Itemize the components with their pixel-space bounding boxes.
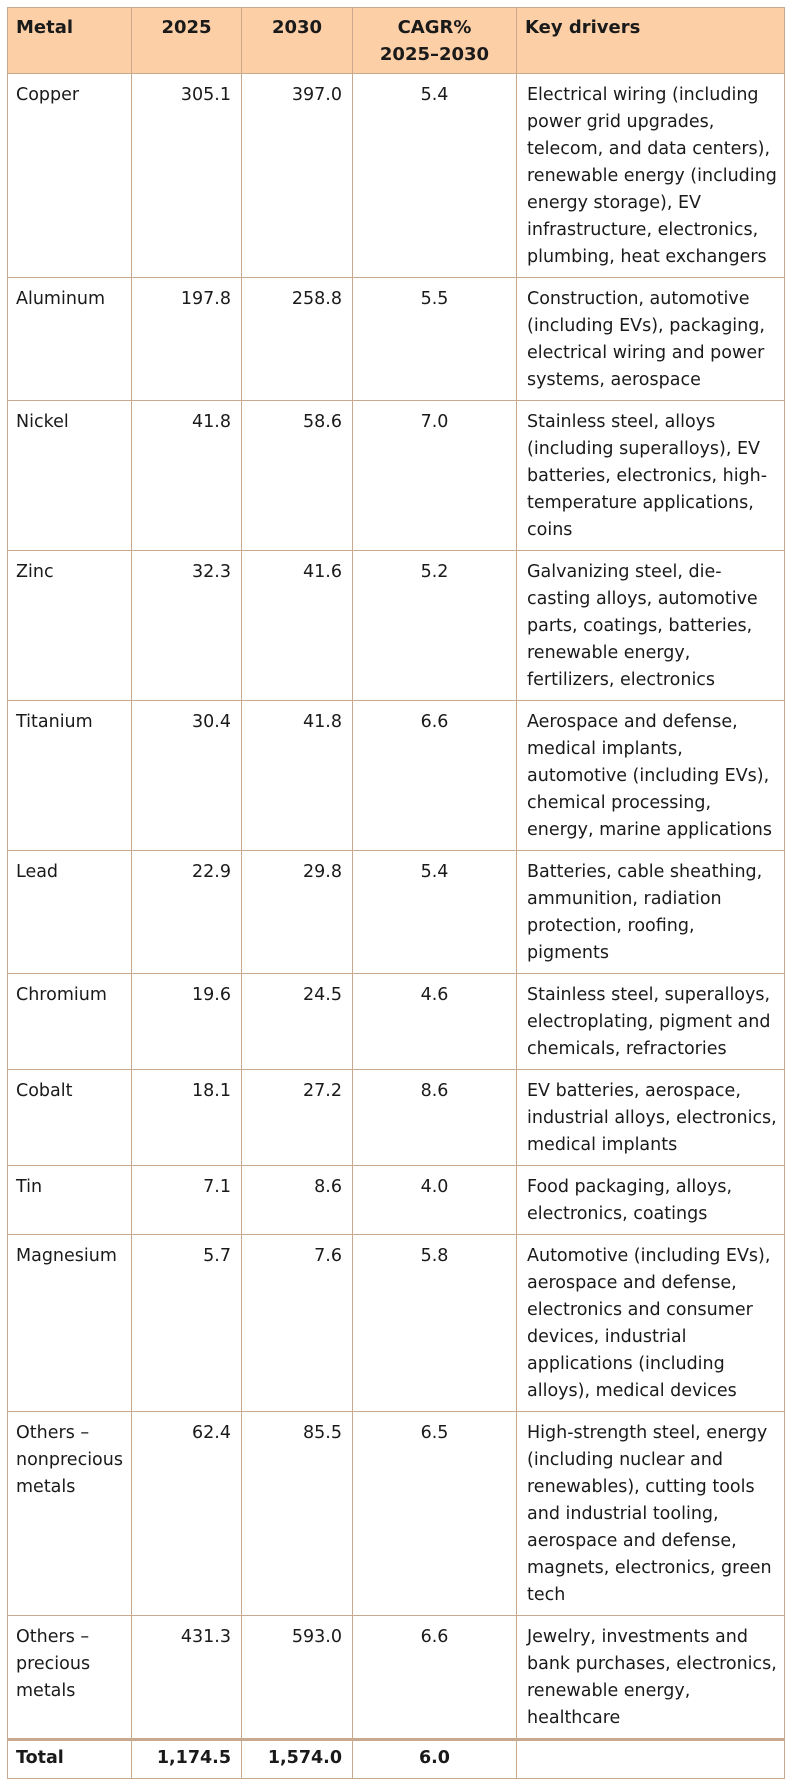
value-2025-cell: 19.6 (131, 973, 242, 1070)
value-2025-cell: 22.9 (131, 850, 242, 974)
total-drivers (516, 1738, 785, 1779)
table-row: Zinc 32.3 41.6 5.2 Galvanizing steel, die-ca… (7, 550, 785, 701)
table-row: Cobalt 18.1 27.2 8.6 EV batteries, aerospace… (7, 1069, 785, 1166)
value-2030-cell: 593.0 (241, 1615, 353, 1739)
metal-cell: Cobalt (7, 1069, 132, 1166)
header-cagr-line1: CAGR% (397, 17, 472, 38)
value-2030-cell: 85.5 (241, 1411, 353, 1616)
metal-cell: Aluminum (7, 277, 132, 401)
key-drivers-cell: Galvanizing steel, die-casting alloys, a… (516, 550, 785, 701)
value-2030-cell: 41.8 (241, 700, 353, 851)
value-2025-cell: 18.1 (131, 1069, 242, 1166)
value-2030-cell: 258.8 (241, 277, 353, 401)
metal-cell: Others – precious metals (7, 1615, 132, 1739)
key-drivers-cell: Batteries, cable sheathing, ammunition, … (516, 850, 785, 974)
cagr-cell: 5.4 (352, 850, 517, 974)
header-key-drivers: Key drivers (516, 7, 785, 74)
metal-cell: Others – nonprecious metals (7, 1411, 132, 1616)
key-drivers-cell: Jewelry, investments and bank purchases,… (516, 1615, 785, 1739)
header-2030: 2030 (241, 7, 353, 74)
key-drivers-cell: Stainless steel, alloys (including super… (516, 400, 785, 551)
key-drivers-cell: Aerospace and defense, medical implants,… (516, 700, 785, 851)
cagr-cell: 5.8 (352, 1234, 517, 1412)
table-row: Aluminum 197.8 258.8 5.5 Construction, autom… (7, 277, 785, 401)
metal-cell: Tin (7, 1165, 132, 1235)
header-cagr: CAGR% 2025–2030 (352, 7, 517, 74)
key-drivers-cell: EV batteries, aerospace, industrial allo… (516, 1069, 785, 1166)
cagr-cell: 6.6 (352, 700, 517, 851)
value-2025-cell: 305.1 (131, 73, 242, 278)
header-2025: 2025 (131, 7, 242, 74)
total-row: Total 1,174.5 1,574.0 6.0 (7, 1738, 785, 1779)
value-2025-cell: 431.3 (131, 1615, 242, 1739)
table-row: Lead 22.9 29.8 5.4 Batteries, cable sheathin… (7, 850, 785, 974)
value-2030-cell: 29.8 (241, 850, 353, 974)
value-2030-cell: 27.2 (241, 1069, 353, 1166)
key-drivers-cell: Stainless steel, superalloys, electropla… (516, 973, 785, 1070)
cagr-cell: 5.2 (352, 550, 517, 701)
value-2030-cell: 24.5 (241, 973, 353, 1070)
value-2025-cell: 5.7 (131, 1234, 242, 1412)
table-row: Others – precious metals 431.3 593.0 6.6 Jew… (7, 1615, 785, 1739)
cagr-cell: 6.6 (352, 1615, 517, 1739)
table-row: Nickel 41.8 58.6 7.0 Stainless steel, alloys… (7, 400, 785, 551)
key-drivers-cell: Electrical wiring (including power grid … (516, 73, 785, 278)
key-drivers-cell: Food packaging, alloys, electronics, coa… (516, 1165, 785, 1235)
value-2025-cell: 30.4 (131, 700, 242, 851)
metal-cell: Chromium (7, 973, 132, 1070)
cagr-cell: 8.6 (352, 1069, 517, 1166)
cagr-cell: 5.4 (352, 73, 517, 278)
total-divider (7, 1737, 784, 1741)
key-drivers-cell: Construction, automotive (including EVs)… (516, 277, 785, 401)
table-row: Titanium 30.4 41.8 6.6 Aerospace and defense… (7, 700, 785, 851)
metal-cell: Copper (7, 73, 132, 278)
value-2030-cell: 41.6 (241, 550, 353, 701)
total-label: Total (7, 1738, 132, 1779)
value-2025-cell: 32.3 (131, 550, 242, 701)
metal-cell: Zinc (7, 550, 132, 701)
total-cagr: 6.0 (352, 1738, 517, 1779)
key-drivers-cell: Automotive (including EVs), aerospace an… (516, 1234, 785, 1412)
value-2025-cell: 62.4 (131, 1411, 242, 1616)
metal-cell: Lead (7, 850, 132, 974)
metal-cell: Magnesium (7, 1234, 132, 1412)
metal-cell: Titanium (7, 700, 132, 851)
value-2025-cell: 41.8 (131, 400, 242, 551)
metals-market-table: Metal 2025 2030 CAGR% 2025–2030 Key driv… (7, 7, 785, 1779)
table-row: Others – nonprecious metals 62.4 85.5 6.5 Hi… (7, 1411, 785, 1616)
key-drivers-cell: High-strength steel, energy (including n… (516, 1411, 785, 1616)
value-2030-cell: 58.6 (241, 400, 353, 551)
table-row: Copper 305.1 397.0 5.4 Electrical wiring (in… (7, 73, 785, 278)
value-2025-cell: 7.1 (131, 1165, 242, 1235)
value-2030-cell: 8.6 (241, 1165, 353, 1235)
cagr-cell: 7.0 (352, 400, 517, 551)
cagr-cell: 4.0 (352, 1165, 517, 1235)
cagr-cell: 4.6 (352, 973, 517, 1070)
table-row: Chromium 19.6 24.5 4.6 Stainless steel, supe… (7, 973, 785, 1070)
header-row: Metal 2025 2030 CAGR% 2025–2030 Key driv… (7, 7, 785, 74)
header-cagr-line2: 2025–2030 (379, 44, 490, 65)
value-2030-cell: 7.6 (241, 1234, 353, 1412)
value-2030-cell: 397.0 (241, 73, 353, 278)
value-2025-cell: 197.8 (131, 277, 242, 401)
metal-cell: Nickel (7, 400, 132, 551)
table-row: Tin 7.1 8.6 4.0 Food packaging, alloys, elec… (7, 1165, 785, 1235)
total-2030: 1,574.0 (241, 1738, 353, 1779)
total-2025: 1,174.5 (131, 1738, 242, 1779)
cagr-cell: 5.5 (352, 277, 517, 401)
table-row: Magnesium 5.7 7.6 5.8 Automotive (including … (7, 1234, 785, 1412)
header-metal: Metal (7, 7, 132, 74)
cagr-cell: 6.5 (352, 1411, 517, 1616)
